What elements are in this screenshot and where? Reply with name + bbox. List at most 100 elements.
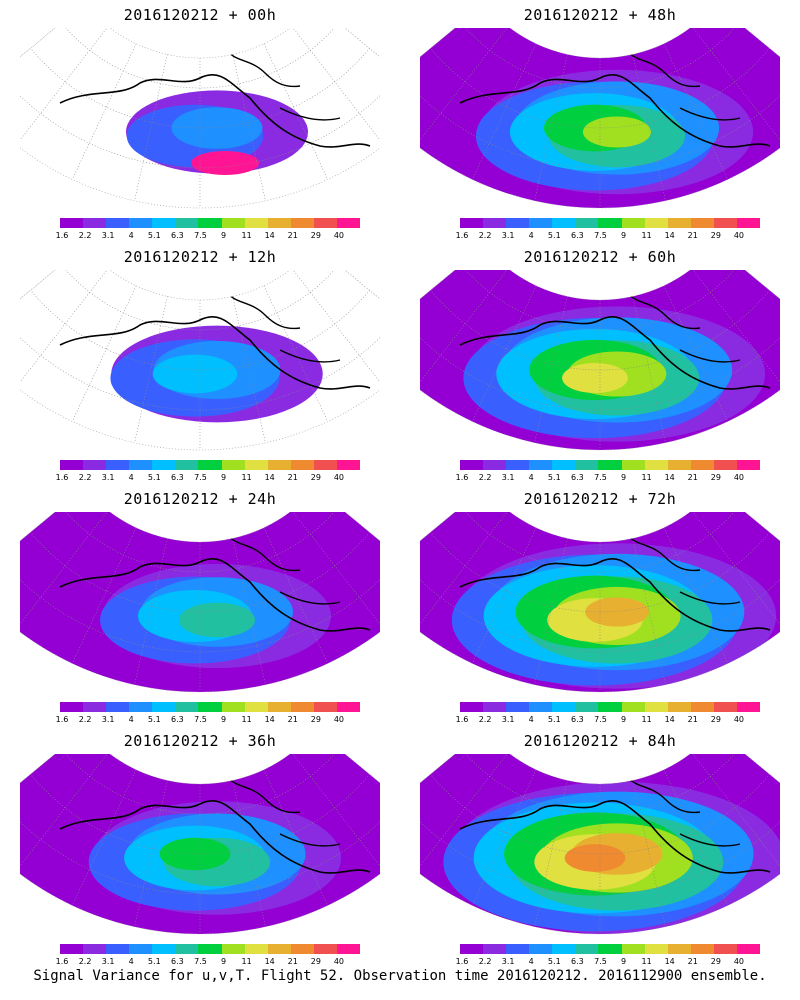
- colorbar-tick-label: 11: [641, 715, 652, 724]
- colorbar-tick-label: 6.3: [171, 231, 184, 240]
- colorbar-tick-label: 5.1: [147, 715, 161, 724]
- map-panel: 2016120212 + 24h 1.6 2.2 3.1 4 5.1 6.3 7.5 9 11 14…: [10, 484, 390, 724]
- colorbar-segment: [506, 460, 530, 470]
- colorbar-tick-label: 5.1: [547, 231, 561, 240]
- map-panel: 2016120212 + 60h 1.6 2.2 3.1 4 5.1 6.3 7.5 9 11 14…: [410, 242, 790, 482]
- coastline: [624, 289, 741, 363]
- colorbar-tick-label: 6.3: [571, 231, 584, 240]
- colorbar-segment: [713, 944, 737, 954]
- contour-band: [564, 844, 626, 872]
- coastline: [459, 73, 771, 148]
- colorbar-segment: [552, 218, 576, 228]
- latitude-line: [461, 28, 739, 89]
- colorbar-segment: [667, 702, 691, 712]
- colorbar-labels: 1.6 2.2 3.1 4 5.1 6.3 7.5 9 11 14 21 29 40: [456, 473, 760, 483]
- colorbar-segment: [60, 702, 84, 712]
- colorbar-tick-label: 29: [710, 231, 721, 240]
- colorbar-tick-label: 3.1: [101, 715, 115, 724]
- colorbar-tick-label: 21: [287, 957, 298, 966]
- colorbar-tick-label: 6.3: [171, 473, 184, 482]
- colorbar-segment: [198, 460, 222, 470]
- colorbar-tick-label: 29: [310, 231, 321, 240]
- colorbar-segment: [736, 218, 761, 228]
- colorbar-segment: [667, 218, 691, 228]
- latitude-line: [461, 754, 739, 815]
- colorbar: [60, 944, 361, 954]
- colorbar-segment: [644, 702, 668, 712]
- colorbar-labels: 1.6 2.2 3.1 4 5.1 6.3 7.5 9 11 14 21 29 40: [456, 231, 760, 241]
- colorbar-segment: [83, 702, 107, 712]
- colorbar-segment: [529, 944, 553, 954]
- colorbar-tick-label: 7.5: [194, 231, 207, 240]
- colorbar-segment: [313, 460, 337, 470]
- colorbar-tick-label: 40: [733, 957, 745, 966]
- colorbar-tick-label: 3.1: [101, 957, 115, 966]
- coastline: [59, 315, 371, 390]
- colorbar-segment: [152, 702, 176, 712]
- colorbar-segment: [644, 460, 668, 470]
- colorbar-segment: [290, 218, 314, 228]
- colorbar-tick-label: 9: [620, 473, 627, 482]
- colorbar-tick-label: 2.2: [478, 715, 492, 724]
- longitude-line: [20, 270, 109, 388]
- colorbar-tick-label: 7.5: [594, 473, 607, 482]
- colorbar-tick-label: 5.1: [547, 473, 561, 482]
- colorbar-segment: [336, 702, 361, 712]
- colorbar-tick-label: 6.3: [571, 473, 584, 482]
- colorbar-tick-label: 29: [310, 957, 321, 966]
- colorbar-tick-label: 2.2: [78, 957, 92, 966]
- colorbar-segment: [690, 218, 714, 228]
- colorbar-tick-label: 9: [220, 231, 227, 240]
- colorbar-segment: [290, 944, 314, 954]
- colorbar-tick-label: 1.6: [455, 231, 469, 240]
- variance-map: [420, 512, 780, 693]
- colorbar-segment: [267, 460, 291, 470]
- colorbar-tick-label: 4: [128, 473, 134, 482]
- colorbar-tick-label: 1.6: [55, 473, 69, 482]
- latitude-line: [420, 799, 780, 895]
- colorbar-segment: [529, 218, 553, 228]
- coastline: [59, 557, 371, 632]
- latitude-line: [430, 774, 770, 855]
- colorbar-segment: [736, 702, 761, 712]
- colorbar-segment: [598, 702, 622, 712]
- latitude-line: [61, 754, 339, 815]
- latitude-line: [420, 73, 780, 169]
- colorbar-segment: [483, 460, 507, 470]
- contour-band: [582, 116, 652, 148]
- colorbar-labels: 1.6 2.2 3.1 4 5.1 6.3 7.5 9 11 14 21 29 40: [56, 957, 360, 967]
- longitude-line: [134, 54, 168, 201]
- colorbar-segment: [713, 218, 737, 228]
- colorbar-segment: [460, 944, 484, 954]
- colorbar-tick-label: 6.3: [171, 715, 184, 724]
- colorbar-segment: [575, 944, 599, 954]
- variance-map: [420, 270, 780, 451]
- colorbar-segment: [129, 460, 153, 470]
- colorbar-tick-label: 2.2: [478, 957, 492, 966]
- colorbar-tick-label: 2.2: [78, 715, 92, 724]
- colorbar-tick-label: 9: [620, 715, 627, 724]
- colorbar-segment: [667, 944, 691, 954]
- latitude-line: [430, 532, 770, 613]
- variance-map: [420, 754, 780, 935]
- map-panel: 2016120212 + 84h 1.6 2.2 3.1 4 5.1 6.3 7.5 9 11 14…: [410, 726, 790, 966]
- latitude-line: [20, 73, 380, 169]
- colorbar-segment: [621, 702, 645, 712]
- colorbar-tick-label: 3.1: [501, 957, 515, 966]
- colorbar-tick-label: 40: [333, 231, 345, 240]
- colorbar: [60, 218, 361, 228]
- colorbar-tick-label: 14: [664, 473, 675, 482]
- colorbar-tick-label: 5.1: [147, 957, 161, 966]
- colorbar-segment: [575, 218, 599, 228]
- colorbar-tick-label: 11: [241, 715, 252, 724]
- coastline: [224, 773, 341, 847]
- colorbar-segment: [244, 218, 268, 228]
- colorbar-segment: [244, 460, 268, 470]
- colorbar-tick-label: 2.2: [478, 231, 492, 240]
- colorbar-tick-label: 40: [733, 473, 745, 482]
- colorbar-segment: [529, 460, 553, 470]
- colorbar-tick-label: 3.1: [101, 231, 115, 240]
- colorbar-segment: [460, 702, 484, 712]
- colorbar-tick-label: 5.1: [147, 473, 161, 482]
- longitude-line: [663, 285, 729, 422]
